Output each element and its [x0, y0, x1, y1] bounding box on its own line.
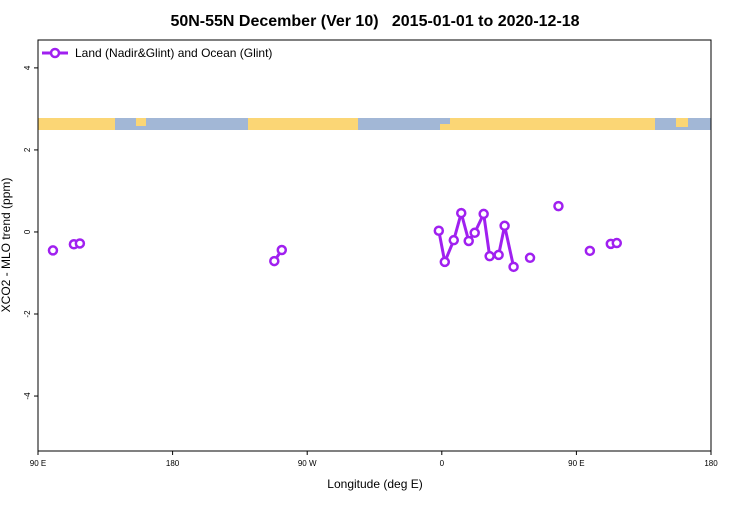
- data-point: [484, 250, 495, 262]
- x-tick-label: 90 W: [298, 459, 317, 468]
- y-tick-label: -4: [23, 392, 32, 400]
- data-point: [463, 235, 474, 247]
- y-tick-label: -2: [23, 310, 32, 318]
- data-point: [455, 207, 467, 219]
- data-point: [611, 237, 623, 249]
- data-point: [276, 244, 288, 256]
- data-point: [508, 261, 519, 273]
- data-point: [448, 234, 460, 246]
- data-point: [584, 245, 596, 257]
- y-axis-label: XCO2 - MLO trend (ppm): [0, 178, 13, 313]
- y-tick-label: 4: [23, 65, 32, 70]
- legend-marker: [49, 47, 61, 59]
- data-point: [478, 208, 489, 220]
- chart-title: 50N-55N December (Ver 10) 2015-01-01 to …: [170, 13, 579, 30]
- data-point: [439, 256, 451, 268]
- data-point: [469, 227, 480, 239]
- data-point: [433, 225, 445, 236]
- data-point: [524, 252, 536, 264]
- x-tick-label: 180: [704, 459, 718, 468]
- data-point: [553, 200, 564, 212]
- plot-frame: [37, 39, 712, 452]
- legend-label: Land (Nadir&Glint) and Ocean (Glint): [75, 46, 272, 60]
- data-point: [269, 255, 280, 267]
- x-tick-label: 90 E: [30, 459, 46, 468]
- x-tick-label: 180: [166, 459, 180, 468]
- x-tick-label: 90 E: [568, 459, 584, 468]
- x-axis-label: Longitude (deg E): [327, 477, 422, 491]
- y-tick-label: 0: [23, 229, 32, 234]
- map-strip: [38, 118, 711, 130]
- y-tick-label: 2: [23, 147, 32, 152]
- data-point: [499, 220, 510, 232]
- x-tick-label: 0: [440, 459, 445, 468]
- data-point: [74, 238, 86, 249]
- data-point: [47, 245, 59, 256]
- data-point: [493, 249, 504, 261]
